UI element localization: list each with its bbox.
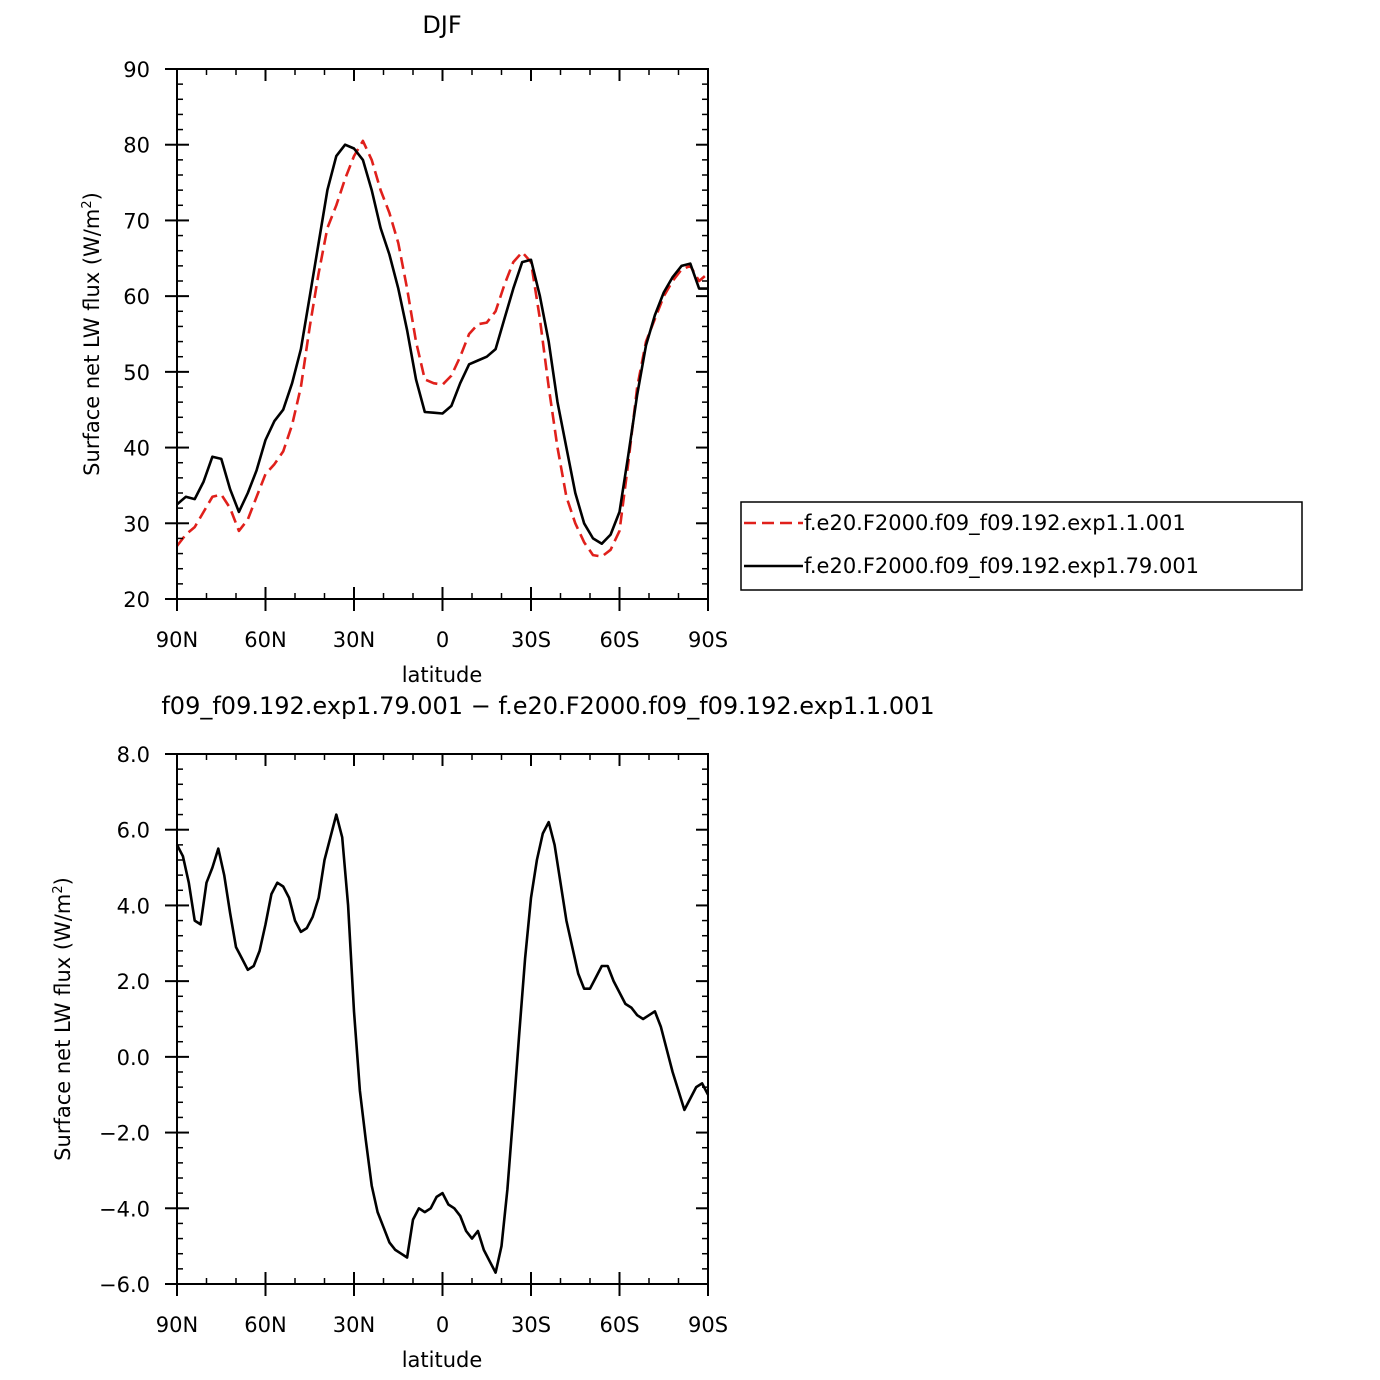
legend: f.e20.F2000.f09_f09.192.exp1.1.001 f.e20…	[740, 501, 1303, 591]
legend-box	[740, 501, 1303, 591]
top-x-tick-labels: 90N 60N 30N 0 30S 60S 90S	[156, 628, 728, 652]
bottom-y-axis-title-end: )	[51, 877, 75, 885]
legend-label-exp1-79: f.e20.F2000.f09_f09.192.exp1.79.001	[804, 554, 1199, 579]
top-x-tick-label: 30N	[333, 628, 375, 652]
top-x-tick-label: 90N	[156, 628, 198, 652]
bottom-y-tick-label: −2.0	[99, 1122, 150, 1146]
top-y-tick-label: 70	[123, 209, 150, 233]
bottom-y-tick-label: 4.0	[117, 894, 150, 918]
bottom-y-tick-label: 2.0	[117, 970, 150, 994]
top-y-axis-title: Surface net LW flux (W/m2)	[80, 192, 104, 476]
bottom-x-tick-label: 60S	[599, 1313, 639, 1337]
top-y-tick-label: 30	[123, 512, 150, 536]
top-y-tick-label: 90	[123, 58, 150, 82]
bottom-y-axis-title-main: Surface net LW flux (W/m	[51, 894, 75, 1161]
bottom-x-tick-label: 90N	[156, 1313, 198, 1337]
top-y-axis-title-end: )	[80, 192, 104, 200]
bottom-x-tick-label: 30N	[333, 1313, 375, 1337]
legend-label-exp1-1: f.e20.F2000.f09_f09.192.exp1.1.001	[804, 511, 1186, 536]
top-y-axis-title-main: Surface net LW flux (W/m	[80, 209, 104, 476]
bottom-x-tick-label: 30S	[511, 1313, 551, 1337]
top-series-line-0	[175, 139, 709, 558]
top-y-tick-label: 60	[123, 285, 150, 309]
top-plot-frame	[176, 68, 709, 600]
top-y-tick-label: 80	[123, 134, 150, 158]
top-y-tick-label: 40	[123, 437, 150, 461]
top-x-tick-label: 30S	[511, 628, 551, 652]
top-x-tick-label: 60S	[599, 628, 639, 652]
top-x-tick-label: 0	[436, 628, 449, 652]
top-y-tick-label: 50	[123, 361, 150, 385]
top-x-tick-label: 60N	[244, 628, 286, 652]
bottom-y-axis-title: Surface net LW flux (W/m2)	[51, 877, 75, 1161]
bottom-y-tick-label: −6.0	[99, 1273, 150, 1297]
top-y-tick-labels: 20 30 40 50 60 70 80 90	[123, 58, 150, 612]
bottom-ticks-group	[165, 753, 709, 1296]
bottom-y-axis-title-sup: 2	[51, 885, 66, 893]
bottom-x-tick-label: 0	[436, 1313, 449, 1337]
bottom-y-tick-labels: −6.0 −4.0 −2.0 0.0 2.0 4.0 6.0 8.0	[99, 743, 150, 1297]
top-x-axis-title: latitude	[402, 663, 483, 687]
top-x-tick-label: 90S	[688, 628, 728, 652]
bottom-x-tick-labels: 90N 60N 30N 0 30S 60S 90S	[156, 1313, 728, 1337]
bottom-y-tick-label: −4.0	[99, 1197, 150, 1221]
bottom-x-tick-label: 90S	[688, 1313, 728, 1337]
bottom-x-axis-title: latitude	[402, 1348, 483, 1372]
top-series-group	[175, 139, 709, 558]
bottom-y-tick-label: 0.0	[117, 1046, 150, 1070]
top-title: DJF	[422, 11, 461, 39]
top-y-tick-label: 20	[123, 588, 150, 612]
top-ticks-group	[165, 68, 709, 611]
top-y-axis-title-sup: 2	[80, 200, 95, 208]
bottom-panel: f09_f09.192.exp1.79.001 − f.e20.F2000.f0…	[51, 692, 935, 1372]
bottom-plot-frame	[176, 753, 709, 1285]
top-panel: DJF 20 30 40 50 60 70 80 90 90N 60N 30N 0 30S 60S 90S…	[80, 11, 728, 687]
top-series-line-1	[176, 143, 708, 545]
bottom-x-tick-label: 60N	[244, 1313, 286, 1337]
bottom-y-tick-label: 6.0	[117, 819, 150, 843]
bottom-series-group	[175, 813, 710, 1274]
bottom-title: f09_f09.192.exp1.79.001 − f.e20.F2000.f0…	[161, 692, 934, 720]
bottom-y-tick-label: 8.0	[117, 743, 150, 767]
bottom-series-line-0	[175, 813, 710, 1274]
